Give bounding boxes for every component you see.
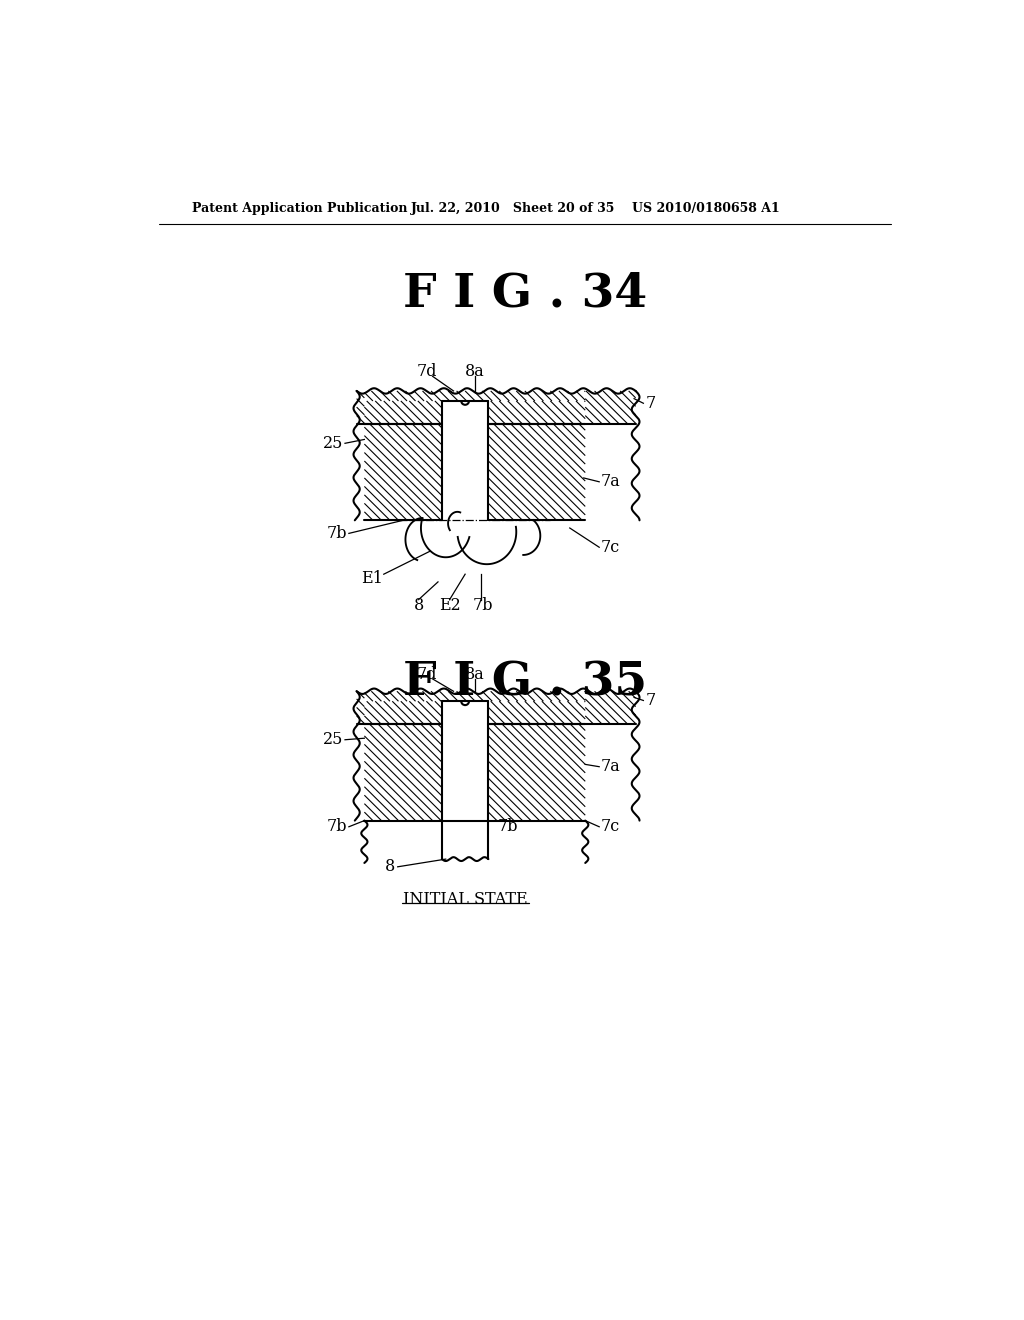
Text: US 2010/0180658 A1: US 2010/0180658 A1 (632, 202, 779, 215)
Text: 7c: 7c (601, 539, 620, 556)
Text: 7d: 7d (416, 665, 436, 682)
Text: 25: 25 (324, 731, 343, 748)
Text: 7d: 7d (416, 363, 436, 380)
Text: Jul. 22, 2010   Sheet 20 of 35: Jul. 22, 2010 Sheet 20 of 35 (411, 202, 615, 215)
Text: 7b: 7b (327, 525, 347, 543)
Text: 7a: 7a (601, 758, 621, 775)
Text: 7: 7 (646, 395, 656, 412)
Text: INITIAL STATE: INITIAL STATE (402, 891, 527, 908)
Text: Patent Application Publication: Patent Application Publication (191, 202, 408, 215)
Text: 7c: 7c (601, 818, 620, 836)
Text: 7: 7 (646, 692, 656, 709)
Text: E2: E2 (438, 597, 461, 614)
Text: 8a: 8a (465, 363, 485, 380)
Text: 7b: 7b (498, 818, 518, 836)
Text: 8: 8 (385, 858, 395, 875)
Text: F I G . 35: F I G . 35 (402, 659, 647, 705)
Text: F I G . 34: F I G . 34 (402, 271, 647, 317)
Text: 25: 25 (324, 434, 343, 451)
Text: 8a: 8a (465, 665, 485, 682)
Text: 7a: 7a (601, 474, 621, 490)
Text: 7b: 7b (327, 818, 347, 836)
Text: E1: E1 (361, 569, 383, 586)
Text: 8: 8 (414, 597, 424, 614)
Text: 7b: 7b (473, 597, 494, 614)
